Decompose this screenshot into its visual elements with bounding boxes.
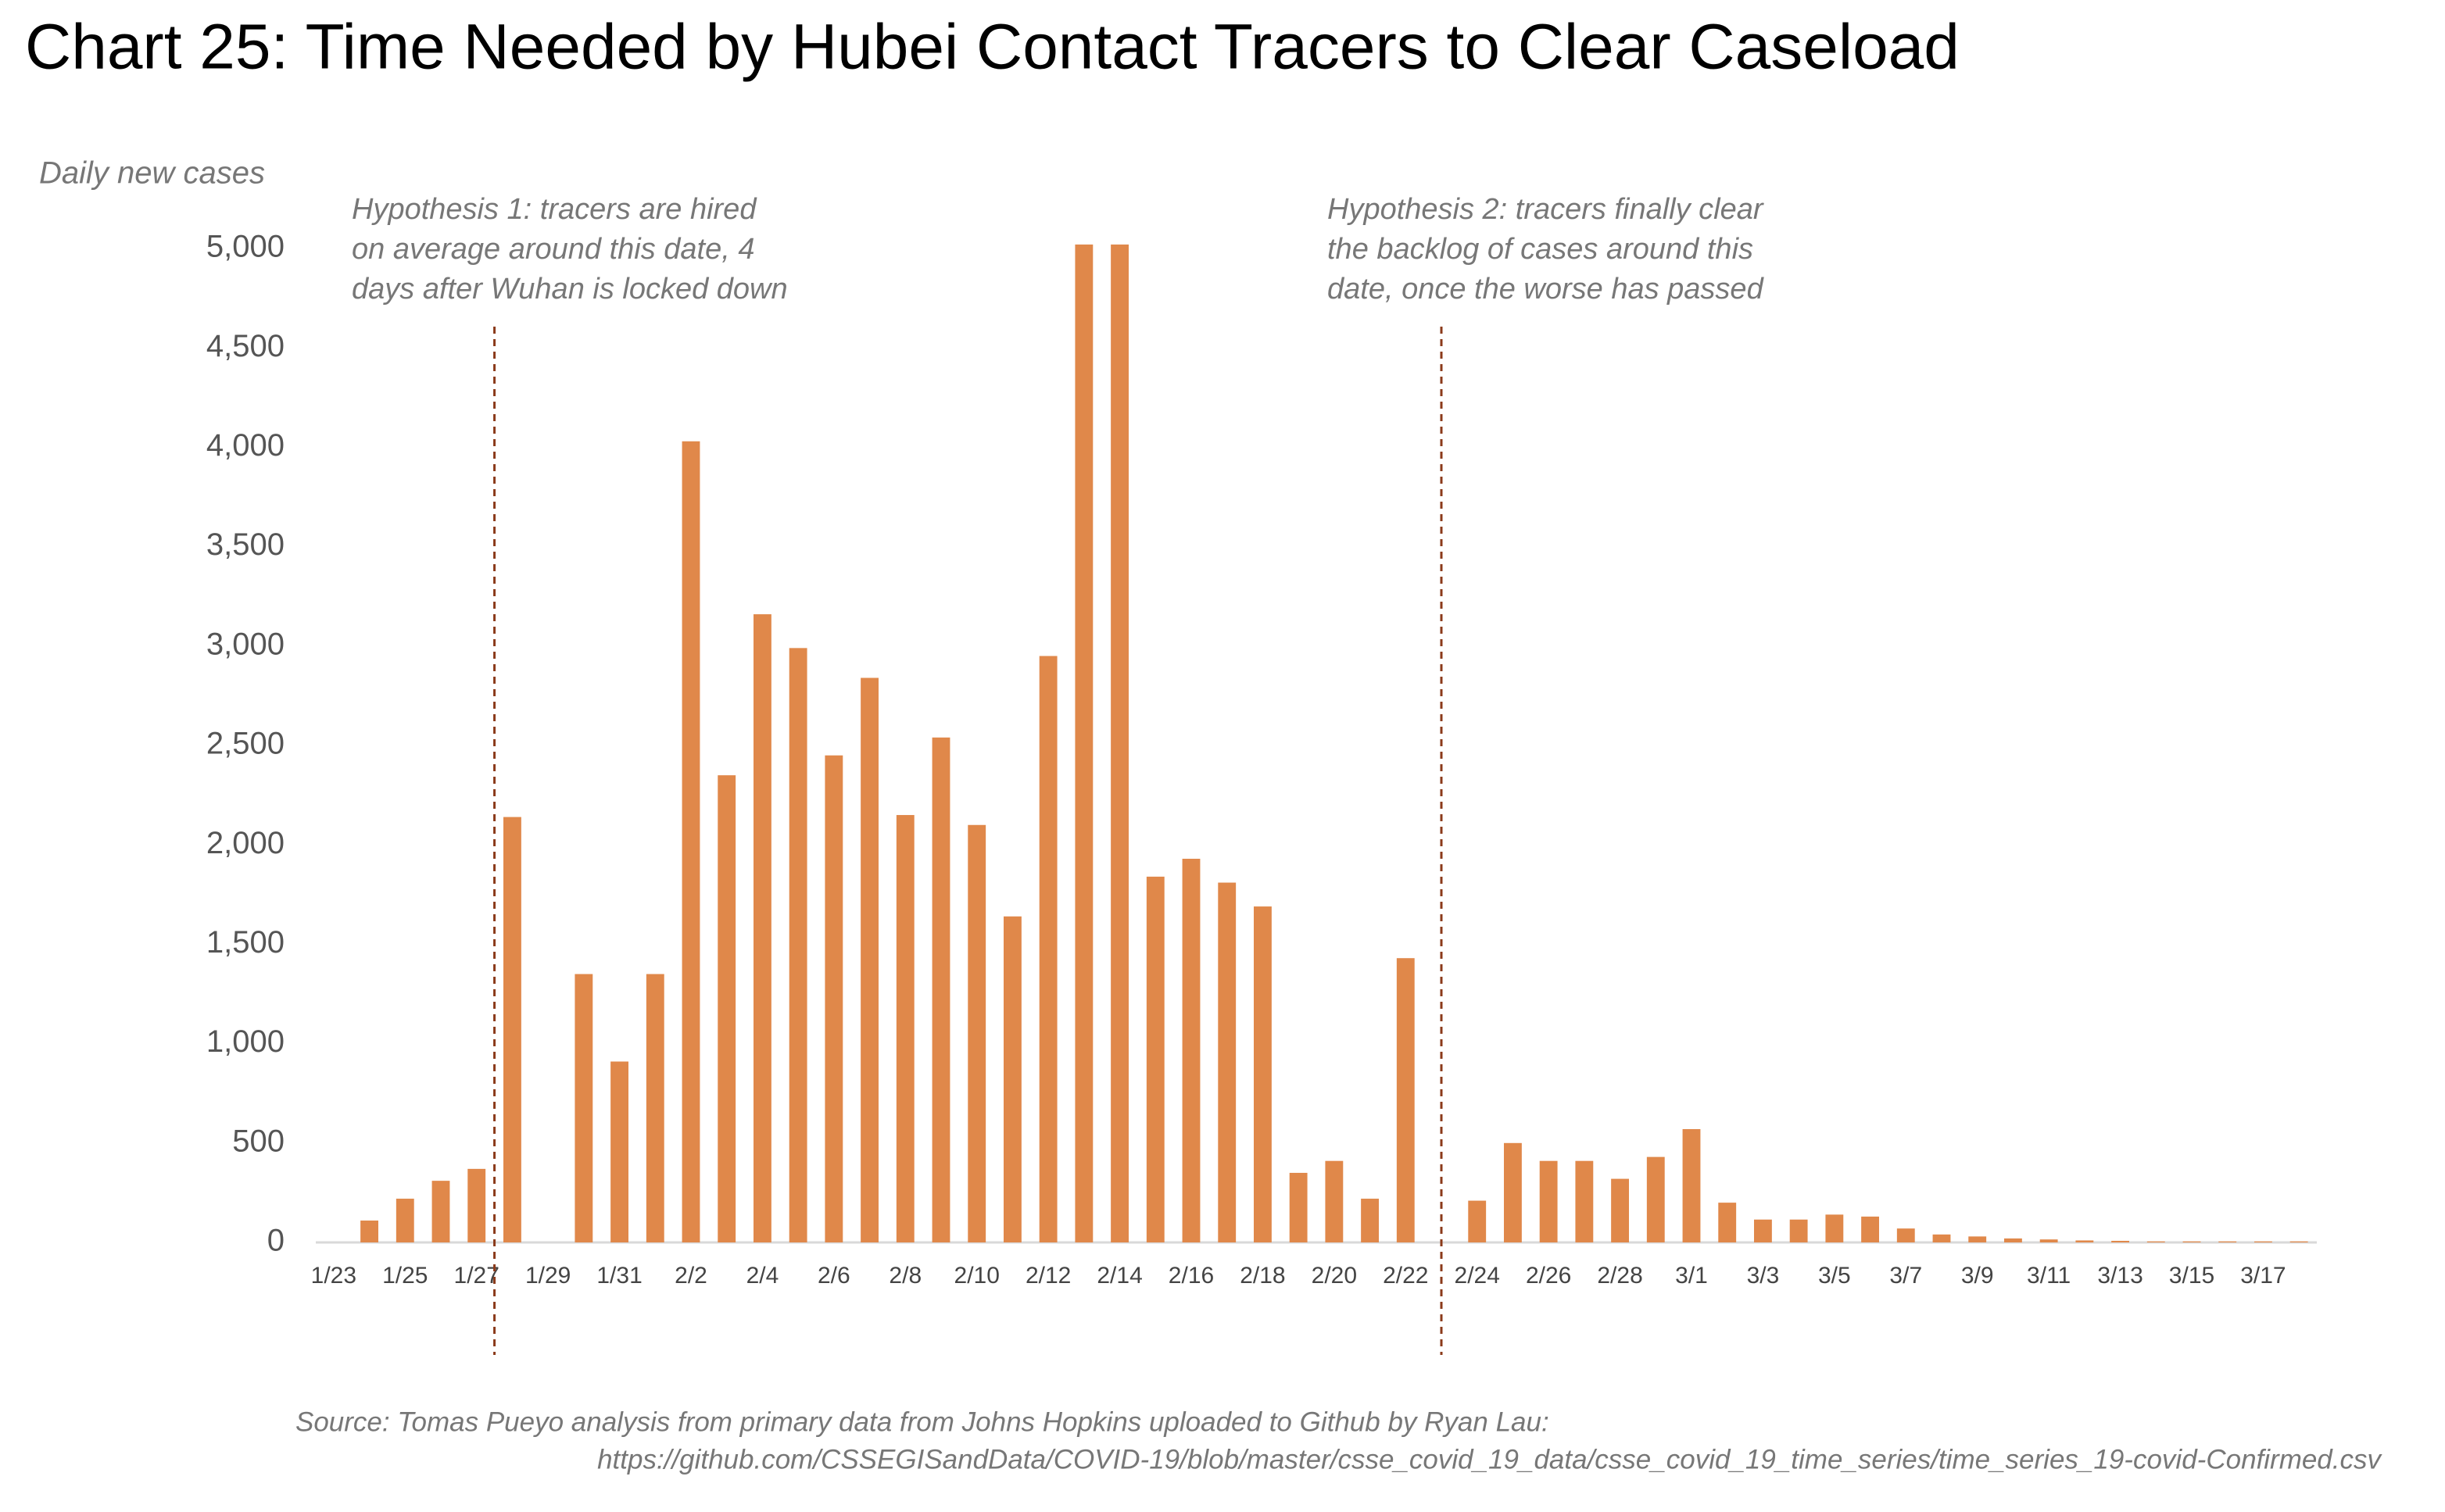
annotation-line: Hypothesis 2: tracers finally clear [1327,193,1764,226]
annotation-line: days after Wuhan is locked down [352,273,788,306]
bar [1682,1128,1701,1242]
y-axis-label: Daily new cases [39,156,265,191]
bar [1611,1178,1629,1242]
bar [1861,1216,1879,1242]
x-tick-label: 1/29 [525,1263,571,1289]
x-tick-label: 2/14 [1097,1263,1142,1289]
x-tick-label: 3/15 [2169,1263,2214,1289]
bar [896,815,915,1242]
x-tick-label: 2/4 [746,1263,779,1289]
bar [1896,1228,1915,1242]
x-tick-label: 2/28 [1597,1263,1642,1289]
bar [1932,1234,1951,1242]
bar [1504,1142,1522,1242]
bar [1004,916,1022,1242]
bar [610,1061,628,1242]
x-tick-label: 3/9 [1961,1263,1994,1289]
bar [1825,1214,1844,1242]
source-line: https://github.com/CSSEGISandData/COVID-… [597,1444,2382,1474]
y-tick-label: 2,000 [206,826,285,860]
bar [1039,656,1058,1242]
bar [2039,1239,2058,1242]
y-tick-label: 2,500 [206,727,285,761]
bar [682,441,700,1242]
bar [1968,1236,1987,1242]
x-tick-label: 1/31 [596,1263,642,1289]
x-tick-label: 3/17 [2240,1263,2286,1289]
bar [861,677,879,1242]
chart-title: Chart 25: Time Needed by Hubei Contact T… [25,12,1960,83]
bar [2111,1240,2129,1242]
bar [1075,244,1094,1242]
bar [396,1199,414,1242]
bar [968,824,986,1242]
x-tick-label: 1/23 [311,1263,356,1289]
bar [1468,1200,1487,1242]
y-tick-label: 3,000 [206,627,285,661]
bar [1539,1160,1558,1242]
bar [1254,906,1272,1242]
x-tick-label: 3/3 [1747,1263,1780,1289]
x-tick-label: 2/12 [1026,1263,1071,1289]
bar [467,1168,486,1242]
bar [575,974,593,1242]
bar [1754,1219,1772,1242]
x-tick-label: 3/5 [1818,1263,1851,1289]
bar [718,775,736,1242]
x-tick-label: 3/7 [1889,1263,1922,1289]
y-tick-label: 1,500 [206,925,285,960]
source-line: Source: Tomas Pueyo analysis from primar… [295,1407,1549,1437]
x-tick-label: 2/6 [818,1263,850,1289]
bar [431,1181,450,1242]
bar [1718,1203,1737,1242]
y-tick-label: 4,000 [206,428,285,463]
bar [1396,958,1415,1242]
bar [789,648,807,1242]
x-tick-label: 3/13 [2097,1263,2143,1289]
annotation-line: on average around this date, 4 [352,233,755,266]
annotation-line: the backlog of cases around this [1327,233,1753,266]
x-tick-label: 2/8 [889,1263,922,1289]
bar [825,755,843,1242]
bar [2004,1238,2022,1242]
bar [1289,1172,1308,1242]
x-tick-label: 3/11 [2027,1263,2071,1289]
bar [1575,1160,1594,1242]
y-tick-label: 500 [232,1124,285,1158]
x-tick-label: 2/20 [1312,1263,1357,1289]
bar [1111,244,1129,1242]
bar [2075,1240,2094,1242]
bar [1646,1156,1665,1242]
x-tick-label: 2/2 [675,1263,707,1289]
x-tick-label: 2/24 [1455,1263,1500,1289]
bar [1182,859,1201,1242]
y-tick-label: 1,000 [206,1024,285,1059]
bar [1789,1219,1808,1242]
x-tick-label: 2/16 [1169,1263,1214,1289]
y-tick-label: 4,500 [206,329,285,363]
annotation-line: date, once the worse has passed [1327,273,1765,306]
y-tick-label: 5,000 [206,230,285,264]
x-tick-label: 1/27 [454,1263,499,1289]
bar [932,737,950,1242]
y-tick-label: 0 [267,1224,285,1258]
x-tick-label: 2/22 [1383,1263,1428,1289]
bar [1218,882,1237,1242]
x-tick-label: 2/10 [954,1263,1000,1289]
y-tick-label: 3,500 [206,527,285,562]
bar [1325,1160,1344,1242]
bar [503,817,521,1242]
x-tick-label: 3/1 [1675,1263,1708,1289]
bar [1146,876,1165,1242]
bar [754,614,771,1242]
x-tick-label: 2/26 [1526,1263,1571,1289]
bar [1361,1199,1379,1242]
x-tick-label: 2/18 [1240,1263,1285,1289]
x-tick-label: 1/25 [382,1263,428,1289]
annotation-line: Hypothesis 1: tracers are hired [352,193,757,226]
bar [360,1221,378,1242]
bar [646,974,664,1242]
